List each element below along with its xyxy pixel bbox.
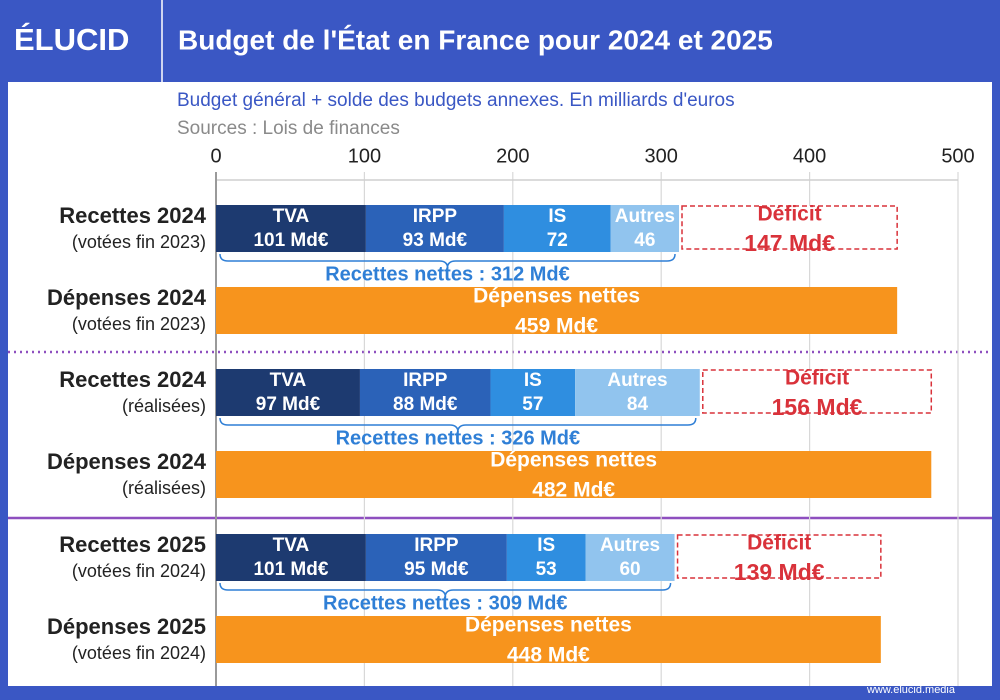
segment-name: TVA — [273, 206, 310, 227]
bar-segment — [359, 369, 491, 416]
footer: www.elucid.media — [866, 684, 956, 696]
row-sublabel: (réalisées) — [122, 478, 206, 498]
deficit-name: Déficit — [757, 203, 821, 226]
net-bracket — [219, 582, 672, 598]
segment-name: IS — [524, 370, 542, 391]
bar-segment — [490, 369, 576, 416]
segment-name: IS — [537, 535, 555, 556]
expense-name: Dépenses nettes — [473, 285, 640, 308]
source: Sources : Lois de finances — [177, 118, 400, 139]
bar-segment — [503, 205, 611, 252]
deficit-name: Déficit — [747, 532, 811, 555]
bar-segment — [365, 534, 507, 581]
bar-segment — [216, 534, 366, 581]
x-tick-label: 300 — [645, 145, 678, 167]
plot: 0 100 200 300 400 500 Recettes 2024 (votées fin… — [47, 145, 975, 686]
segment-name: Autres — [615, 206, 675, 227]
bar-segment — [585, 534, 675, 581]
segment-name: IRPP — [403, 370, 448, 391]
segment-value-label: 88 Md€ — [393, 394, 458, 415]
segment-name: TVA — [270, 370, 307, 391]
segment-name: Autres — [600, 535, 660, 556]
deficit-value-label: 147 Md€ — [744, 230, 835, 256]
expense-value-label: 482 Md€ — [532, 479, 615, 502]
row-label: Recettes 2025 — [59, 532, 206, 557]
x-tick-label: 500 — [941, 145, 974, 167]
segment-name: IRPP — [414, 535, 459, 556]
deficit-box — [676, 534, 882, 579]
x-tick-label: 400 — [793, 145, 826, 167]
segment-name: TVA — [273, 535, 310, 556]
segment-value-label: 93 Md€ — [403, 230, 468, 251]
bar-segment — [216, 369, 360, 416]
row-sublabel: (votées fin 2024) — [72, 643, 206, 663]
net-bracket — [219, 417, 697, 433]
chart-title: Budget de l'État en France pour 2024 et … — [178, 24, 773, 55]
deficit-box — [681, 205, 898, 250]
segment-value-label: 97 Md€ — [256, 394, 321, 415]
net-bracket — [219, 253, 676, 269]
segment-name: IS — [548, 206, 566, 227]
row-sublabel: (réalisées) — [122, 396, 206, 416]
x-tick-label: 0 — [210, 145, 221, 167]
bar-segment — [365, 205, 504, 252]
segment-value-label: 60 — [619, 559, 640, 580]
row-sublabel: (votées fin 2023) — [72, 314, 206, 334]
x-tick-label: 100 — [348, 145, 381, 167]
deficit-value-label: 139 Md€ — [734, 559, 825, 585]
row-label: Dépenses 2024 — [47, 285, 207, 310]
segment-value-label: 95 Md€ — [404, 559, 469, 580]
segment-name: Autres — [607, 370, 667, 391]
expense-name: Dépenses nettes — [465, 614, 632, 637]
expense-name: Dépenses nettes — [490, 449, 657, 472]
net-label: Recettes nettes : 326 Md€ — [336, 427, 581, 449]
segment-value-label: 72 — [547, 230, 568, 251]
bar-segment — [216, 205, 366, 252]
segment-value-label: 84 — [627, 394, 649, 415]
expense-bar — [216, 287, 898, 334]
row-label: Dépenses 2025 — [47, 614, 206, 639]
deficit-value-label: 156 Md€ — [772, 394, 863, 420]
segment-name: IRPP — [413, 206, 458, 227]
row-label: Recettes 2024 — [59, 203, 207, 228]
deficit-name: Déficit — [785, 367, 849, 390]
net-label: Recettes nettes : 312 Md€ — [325, 263, 570, 285]
row-sublabel: (votées fin 2023) — [72, 232, 206, 252]
segment-value-label: 46 — [634, 230, 655, 251]
logo: ÉLUCID — [14, 22, 129, 57]
x-tick-label: 200 — [496, 145, 529, 167]
expense-value-label: 459 Md€ — [515, 315, 598, 338]
expense-value-label: 448 Md€ — [507, 644, 590, 667]
bar-segment — [506, 534, 586, 581]
net-label: Recettes nettes : 309 Md€ — [323, 592, 568, 614]
segment-value-label: 101 Md€ — [253, 230, 328, 251]
bar-segment — [575, 369, 700, 416]
bar-segment — [610, 205, 680, 252]
subtitle: Budget général + solde des budgets annex… — [177, 90, 735, 111]
segment-value-label: 57 — [522, 394, 543, 415]
expense-bar — [216, 451, 932, 498]
row-label: Recettes 2024 — [59, 367, 207, 392]
segment-value-label: 101 Md€ — [253, 559, 328, 580]
row-sublabel: (votées fin 2024) — [72, 561, 206, 581]
segment-value-label: 53 — [536, 559, 557, 580]
deficit-box — [702, 369, 933, 414]
expense-bar — [216, 616, 881, 663]
row-label: Dépenses 2024 — [47, 449, 207, 474]
